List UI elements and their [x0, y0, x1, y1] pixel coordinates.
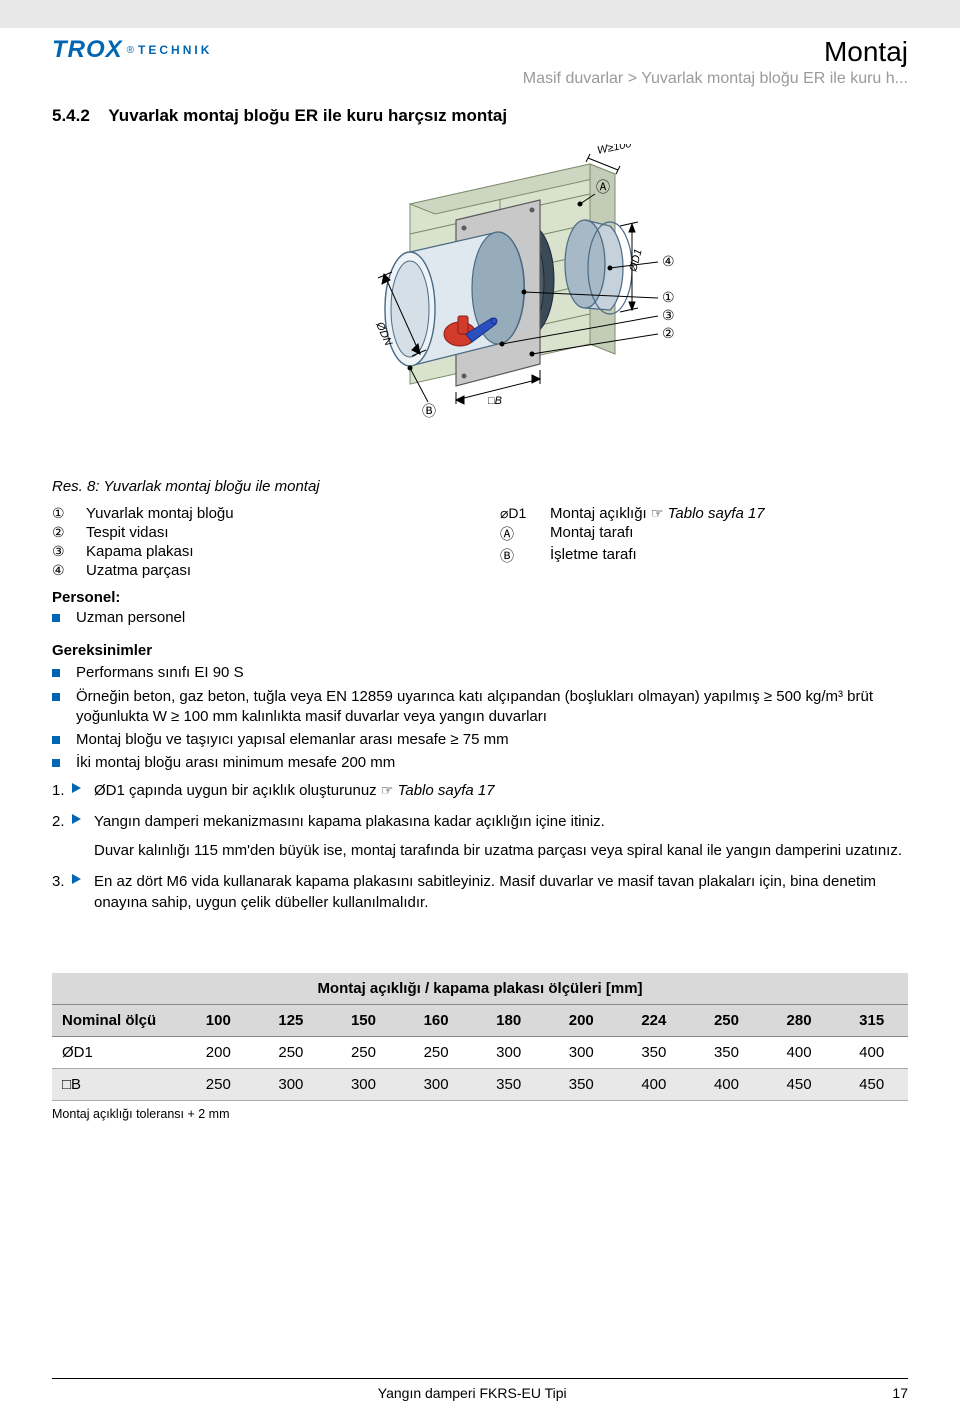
- list-item: Montaj bloğu ve taşıyıcı yapısal elemanl…: [52, 730, 908, 750]
- legend-item: ⒶMontaj tarafı: [500, 524, 908, 544]
- table-note: Montaj açıklığı toleransı + 2 mm: [52, 1107, 908, 1121]
- personnel-list: Uzman personel: [52, 608, 908, 628]
- logo: TROX ® TECHNIK: [52, 36, 212, 64]
- table-row: □B 250 300 300 300 350 350 400 400 450 4…: [52, 1068, 908, 1100]
- callout-3: ③: [662, 307, 675, 323]
- legend: ①Yuvarlak montaj bloğu ②Tespit vidası ③K…: [52, 505, 908, 581]
- section-title: Yuvarlak montaj bloğu ER ile kuru harçsı…: [108, 106, 507, 125]
- table-col: 180: [472, 1004, 545, 1036]
- steps-list: 1. ØD1 çapında uygun bir açıklık oluştur…: [52, 780, 908, 913]
- dimensions-table: Montaj açıklığı / kapama plakası ölçüler…: [52, 973, 908, 1101]
- footer-center: Yangın damperi FKRS-EU Tipi: [378, 1385, 567, 1401]
- legend-right: ⌀D1Montaj açıklığı ☞ Tablo sayfa 17 ⒶMon…: [500, 505, 908, 581]
- logo-main: TROX: [52, 36, 123, 64]
- list-item: Performans sınıfı EI 90 S: [52, 663, 908, 683]
- table-col: 315: [835, 1004, 908, 1036]
- list-item: İki montaj bloğu arası minimum mesafe 20…: [52, 753, 908, 773]
- step-item: 3. En az dört M6 vida kullanarak kapama …: [52, 871, 908, 913]
- list-item: Örneğin beton, gaz beton, tuğla veya EN …: [52, 687, 908, 728]
- dimensions-table-wrap: Montaj açıklığı / kapama plakası ölçüler…: [52, 973, 908, 1121]
- diagram-wrap: W≥100: [52, 144, 908, 454]
- callout-a: Ⓐ: [596, 179, 610, 195]
- callout-4: ④: [662, 253, 675, 269]
- installation-diagram: W≥100: [260, 144, 700, 454]
- table-col: 224: [618, 1004, 691, 1036]
- arrow-icon: [72, 783, 81, 793]
- logo-sub: TECHNIK: [138, 43, 212, 57]
- table-col: 125: [255, 1004, 328, 1036]
- footer-divider: [52, 1378, 908, 1379]
- section-heading: 5.4.2 Yuvarlak montaj bloğu ER ile kuru …: [52, 106, 908, 126]
- figure-caption: Res. 8: Yuvarlak montaj bloğu ile montaj: [52, 478, 908, 495]
- content: 5.4.2 Yuvarlak montaj bloğu ER ile kuru …: [0, 88, 960, 1121]
- footer: Yangın damperi FKRS-EU Tipi 17: [0, 1378, 960, 1401]
- table-col: 150: [327, 1004, 400, 1036]
- callout-b: Ⓑ: [422, 403, 436, 419]
- table-col: 100: [182, 1004, 255, 1036]
- table-title-row: Montaj açıklığı / kapama plakası ölçüler…: [52, 973, 908, 1005]
- table-col: 250: [690, 1004, 763, 1036]
- table-col: 280: [763, 1004, 836, 1036]
- section-number: 5.4.2: [52, 106, 90, 125]
- arrow-icon: [72, 874, 81, 884]
- legend-item: ④Uzatma parçası: [52, 562, 460, 579]
- table-header-row: Nominal ölçü 100 125 150 160 180 200 224…: [52, 1004, 908, 1036]
- legend-item: ⌀D1Montaj açıklığı ☞ Tablo sayfa 17: [500, 505, 908, 522]
- table-title: Montaj açıklığı / kapama plakası ölçüler…: [52, 973, 908, 1005]
- hand-icon: ☞: [651, 505, 664, 522]
- table-col: 160: [400, 1004, 473, 1036]
- legend-item: ①Yuvarlak montaj bloğu: [52, 505, 460, 522]
- footer-page: 17: [892, 1385, 908, 1401]
- dim-w: W≥100: [596, 144, 633, 157]
- header-bar: [0, 0, 960, 28]
- legend-left: ①Yuvarlak montaj bloğu ②Tespit vidası ③K…: [52, 505, 460, 581]
- breadcrumb: Masif duvarlar > Yuvarlak montaj bloğu E…: [0, 68, 960, 88]
- table-col: 200: [545, 1004, 618, 1036]
- callout-1: ①: [662, 289, 675, 305]
- dim-d1: ØD1: [627, 248, 645, 274]
- header-row: TROX ® TECHNIK Montaj: [0, 28, 960, 68]
- list-item: Uzman personel: [52, 608, 908, 628]
- hand-icon: ☞: [381, 781, 394, 801]
- dim-sqb: □B: [488, 395, 502, 407]
- step-item: 2. Yangın damperi mekanizmasını kapama p…: [52, 811, 908, 861]
- requirements-heading: Gereksinimler: [52, 642, 908, 659]
- callout-2: ②: [662, 325, 675, 341]
- legend-item: ③Kapama plakası: [52, 543, 460, 560]
- table-header-label: Nominal ölçü: [52, 1004, 182, 1036]
- table-row: ØD1 200 250 250 250 300 300 350 350 400 …: [52, 1036, 908, 1068]
- arrow-icon: [72, 814, 81, 824]
- legend-item: Ⓑİşletme tarafı: [500, 546, 908, 566]
- legend-item: ②Tespit vidası: [52, 524, 460, 541]
- logo-reg: ®: [127, 45, 134, 56]
- step-item: 1. ØD1 çapında uygun bir açıklık oluştur…: [52, 780, 908, 801]
- personnel-heading: Personel:: [52, 589, 908, 606]
- page-title: Montaj: [824, 36, 908, 68]
- requirements-list: Performans sınıfı EI 90 S Örneğin beton,…: [52, 663, 908, 773]
